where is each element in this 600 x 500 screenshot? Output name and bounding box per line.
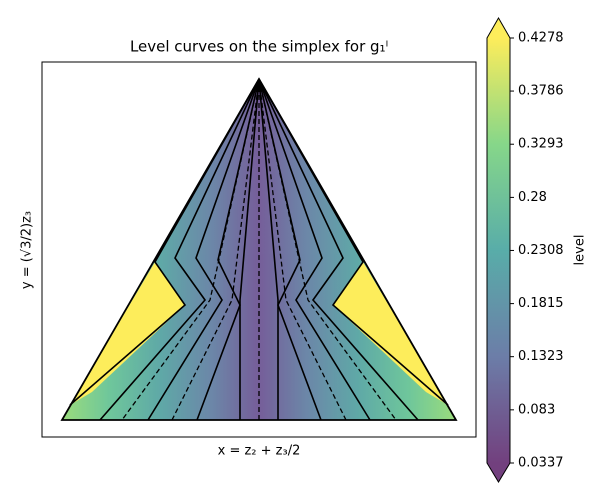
colorbar-label: level [573,235,588,266]
x-axis-label: x = z₂ + z₃/2 [218,444,301,459]
axes-frame [41,61,477,438]
colorbar-tick-label: 0.1815 [518,296,564,311]
y-axis-label: y = (√3/2)z₃ [20,211,35,289]
colorbar-tick-label: 0.2308 [518,243,564,258]
colorbar-tick-label: 0.4278 [518,31,564,46]
chart-title: Level curves on the simplex for g₁ˡ [130,38,388,56]
colorbar-tick-label: 0.3293 [518,137,564,152]
colorbar-tick-label: 0.28 [518,190,547,205]
contour-lines [60,77,458,421]
colorbar-tick-label: 0.1323 [518,349,564,364]
colorbar-tick-label: 0.3786 [518,84,564,99]
colorbar [487,18,510,482]
colorbar-tick-label: 0.083 [518,402,555,417]
colorbar-tick-label: 0.0337 [518,456,564,471]
